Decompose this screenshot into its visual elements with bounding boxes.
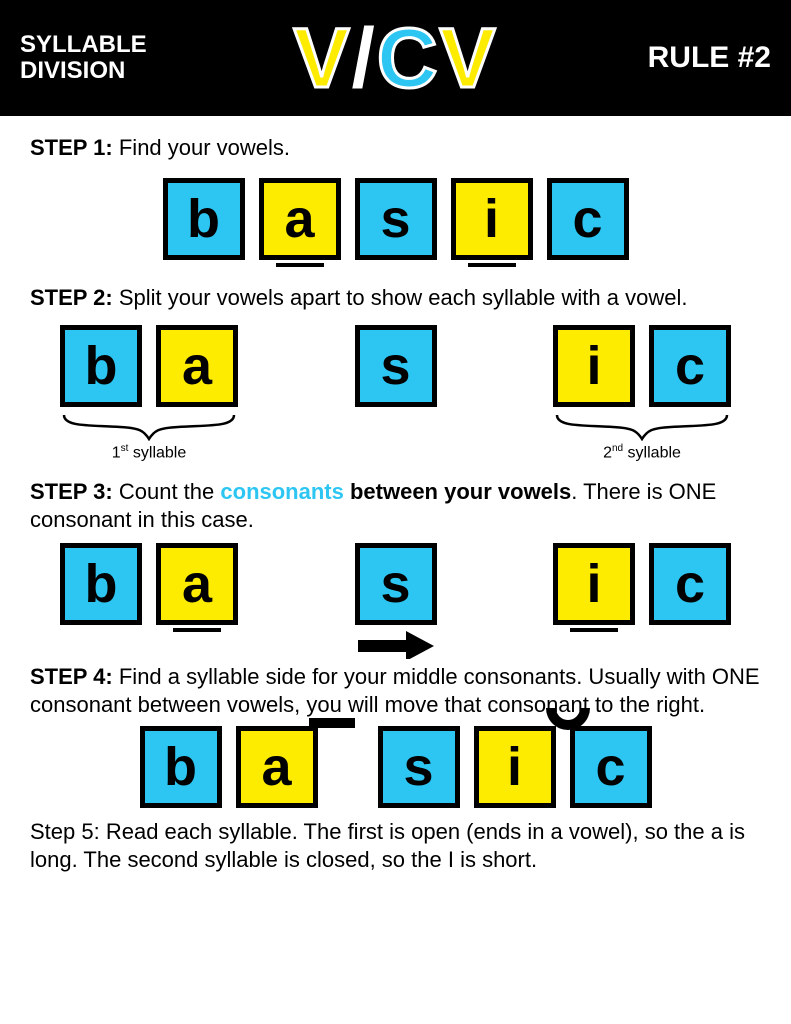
- step2-group1-label: 1st syllable: [112, 443, 187, 462]
- letter-tile: s: [355, 325, 437, 407]
- header-subtitle: SYLLABLE DIVISION: [20, 32, 147, 85]
- step3-highlight: consonants: [220, 479, 343, 504]
- step4-label: STEP 4:: [30, 664, 113, 689]
- step2-group1-tiles: ba: [60, 325, 238, 407]
- step2-label: STEP 2:: [30, 285, 113, 310]
- step1-tiles: basic: [30, 178, 761, 260]
- step2-tiles: ba 1st syllable s ic 2nd syllable: [30, 325, 761, 462]
- step1-body: Find your vowels.: [113, 135, 290, 160]
- letter-tile: s: [378, 726, 460, 808]
- letter-tile: i: [553, 543, 635, 625]
- letter-tile: a: [236, 726, 318, 808]
- step3-tiles: ba s ic: [30, 543, 761, 659]
- step4-tiles: ba sic: [30, 726, 761, 808]
- step5-label: Step 5:: [30, 819, 100, 844]
- vowel-underline: [276, 263, 324, 267]
- letter-tile: c: [547, 178, 629, 260]
- step2-body: Split your vowels apart to show each syl…: [113, 285, 688, 310]
- step5-body: Read each syllable. The first is open (e…: [30, 819, 745, 872]
- step3-group2-tiles: ic: [553, 543, 731, 625]
- step3-middle-tile: s: [355, 543, 437, 625]
- step2-group2: ic 2nd syllable: [553, 325, 731, 462]
- letter-tile: c: [570, 726, 652, 808]
- letter-tile: s: [355, 543, 437, 625]
- header-left-line2: DIVISION: [20, 58, 147, 84]
- title-letter-v1: V: [293, 11, 351, 105]
- step1-label: STEP 1:: [30, 135, 113, 160]
- title-letter-v2: V: [440, 11, 498, 105]
- step4-text: STEP 4: Find a syllable side for your mi…: [30, 663, 761, 718]
- brace-icon: [60, 413, 238, 441]
- letter-tile: i: [451, 178, 533, 260]
- step4-group1-tiles: ba: [140, 726, 318, 808]
- content-area: STEP 1: Find your vowels. basic STEP 2: …: [0, 116, 791, 873]
- arrow-right-icon: [356, 631, 436, 659]
- letter-tile: i: [553, 325, 635, 407]
- step3-label: STEP 3:: [30, 479, 113, 504]
- letter-tile: i: [474, 726, 556, 808]
- letter-tile: c: [649, 543, 731, 625]
- step4-body: Find a syllable side for your middle con…: [30, 664, 760, 717]
- letter-tile: b: [60, 543, 142, 625]
- title-slash: /: [351, 11, 376, 105]
- step1-text: STEP 1: Find your vowels.: [30, 134, 761, 162]
- vowel-underline: [468, 263, 516, 267]
- step2-group2-tiles: ic: [553, 325, 731, 407]
- header-bar: SYLLABLE DIVISION V/CV RULE #2: [0, 0, 791, 116]
- letter-tile: c: [649, 325, 731, 407]
- step3-middle: s: [355, 543, 437, 659]
- step2-group2-label: 2nd syllable: [603, 443, 681, 462]
- step4-group2-tiles: sic: [378, 726, 652, 808]
- step2-middle-tile: s: [355, 325, 437, 407]
- title-letter-c: C: [377, 11, 440, 105]
- step5-text: Step 5: Read each syllable. The first is…: [30, 818, 761, 873]
- letter-tile: s: [355, 178, 437, 260]
- step3-text: STEP 3: Count the consonants between you…: [30, 478, 761, 533]
- step3-group1-tiles: ba: [60, 543, 238, 625]
- vowel-underline: [570, 628, 618, 632]
- letter-tile: a: [156, 325, 238, 407]
- letter-tile: a: [259, 178, 341, 260]
- brace-icon: [553, 413, 731, 441]
- letter-tile: b: [163, 178, 245, 260]
- letter-tile: a: [156, 543, 238, 625]
- step2-text: STEP 2: Split your vowels apart to show …: [30, 284, 761, 312]
- letter-tile: b: [60, 325, 142, 407]
- header-title: V/CV: [293, 10, 497, 107]
- header-rule: RULE #2: [648, 41, 771, 75]
- letter-tile: b: [140, 726, 222, 808]
- step2-group1: ba 1st syllable: [60, 325, 238, 462]
- vowel-underline: [173, 628, 221, 632]
- header-left-line1: SYLLABLE: [20, 32, 147, 58]
